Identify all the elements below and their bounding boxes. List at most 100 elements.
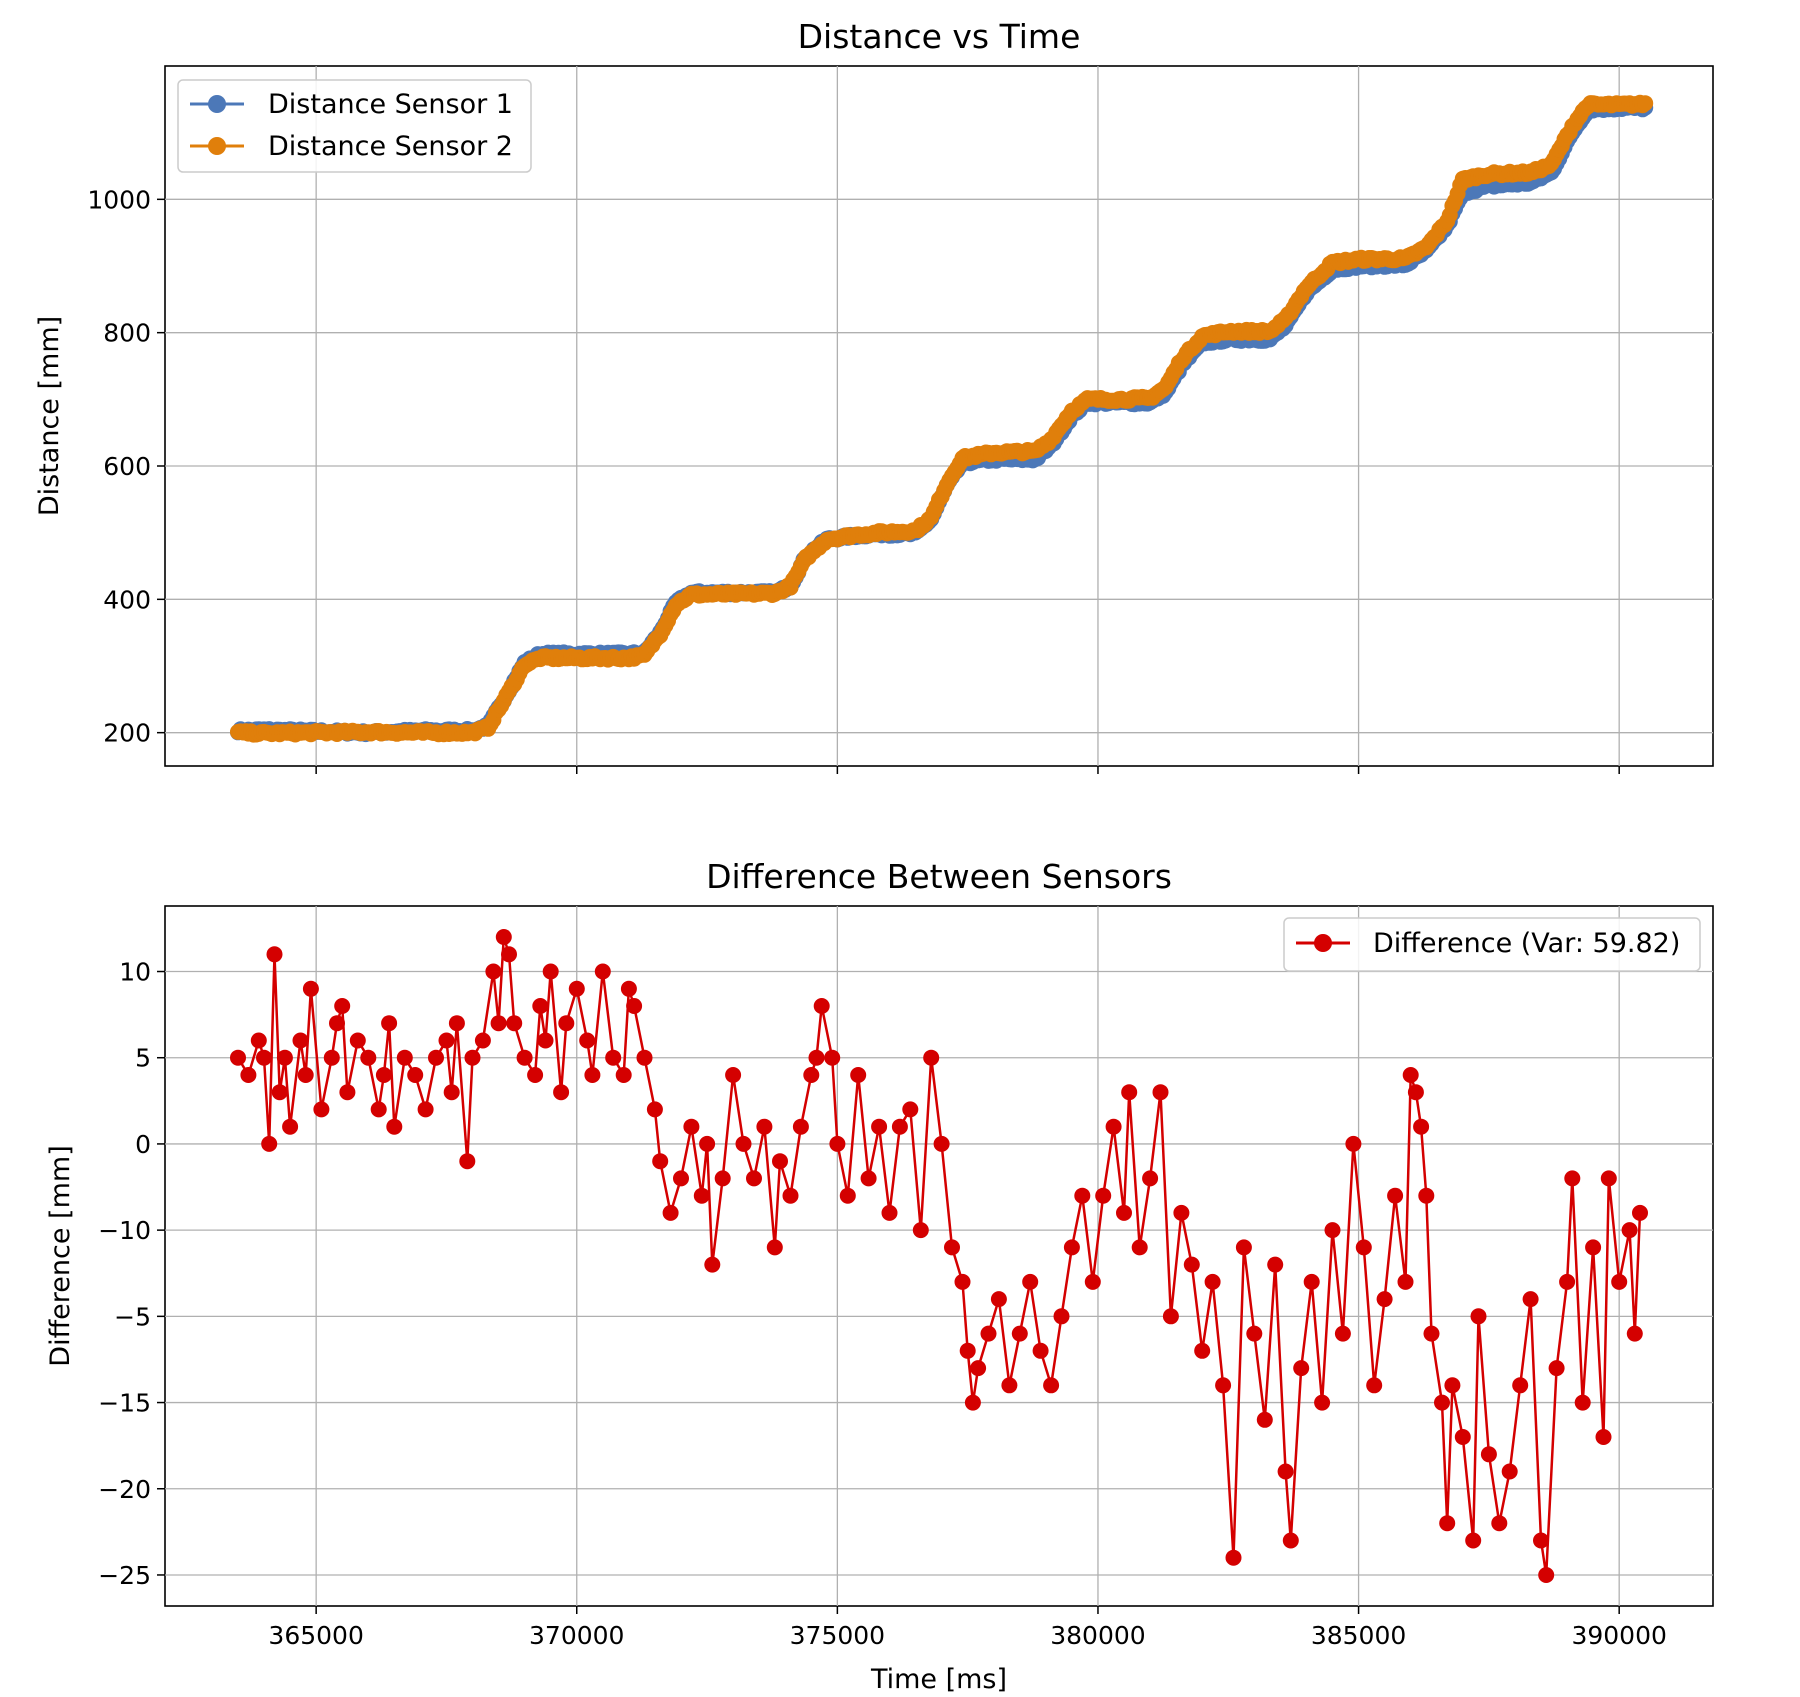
y-tick-label: 5 [135,1044,151,1073]
y-tick-label: −15 [98,1389,151,1418]
legend-box-distance [177,79,532,173]
data-point [381,1015,398,1032]
data-point [282,1118,299,1135]
data-point [1303,1273,1320,1290]
data-point [1215,1377,1232,1394]
data-point [990,1291,1007,1308]
legend-label-difference: Difference (Var: 59.82) [1373,928,1680,959]
data-point [808,1049,825,1066]
data-point [652,1153,669,1170]
x-axis-label: Time [ms] [870,1664,1007,1695]
data-point [782,1187,799,1204]
data-point [1142,1170,1159,1187]
data-point [323,1049,340,1066]
data-point [1465,1532,1482,1549]
data-point [302,980,319,997]
series-1 [230,929,1648,1583]
data-point [542,963,559,980]
data-point [1522,1291,1539,1308]
data-point [495,929,512,945]
data-point [594,963,611,980]
data-point [1355,1239,1372,1256]
data-point [568,980,585,997]
data-point [1621,1222,1638,1239]
data-point [1423,1325,1440,1342]
data-point [923,1049,940,1066]
x-tick-label: 365000 [268,1621,363,1650]
y-tick-label: 10 [119,958,151,987]
data-point [261,1135,278,1152]
plot-frame-difference [164,905,1714,1607]
data-point [1173,1204,1190,1221]
data-point [1501,1463,1518,1480]
data-point [1032,1342,1049,1359]
data-point [360,1049,377,1066]
data-point [1434,1394,1450,1411]
legend-marker-sensor-1 [208,95,226,113]
data-point [1256,1411,1273,1428]
data-point [1095,1187,1112,1204]
data-point [1334,1325,1351,1342]
data-point [933,1135,950,1152]
legend-label-sensor-1: Distance Sensor 1 [268,89,513,120]
data-point [636,1049,653,1066]
data-point [459,1153,476,1170]
data-point [464,1049,481,1066]
data-point [839,1187,856,1204]
data-point [772,1153,788,1170]
data-point [1314,1394,1331,1411]
data-point [334,998,351,1014]
data-point [1235,1239,1252,1256]
data-point [1626,1325,1643,1342]
data-point [271,1084,288,1101]
series-group-difference [230,929,1648,1583]
data-point [490,1015,507,1032]
data-point [1632,1204,1648,1221]
data-point [1564,1170,1581,1187]
data-point [584,1067,601,1083]
data-point [980,1325,997,1342]
data-point [1011,1325,1028,1342]
data-point [1293,1360,1310,1377]
data-point [1001,1377,1018,1394]
data-point [1194,1342,1211,1359]
data-point [1439,1515,1456,1532]
data-point [516,1049,533,1066]
data-point [693,1187,710,1204]
data-point [792,1118,809,1135]
data-point [746,1170,762,1187]
data-point [349,1032,366,1049]
chart-title-difference: Difference Between Sensors [706,857,1172,896]
data-point [673,1170,689,1187]
x-tick-label: 375000 [790,1621,885,1650]
data-point [683,1118,700,1135]
panel-distance: 200 400 600 800 1000 Distance vs Time Distan… [34,17,1714,774]
data-point [615,1067,632,1083]
data-point [448,1015,465,1032]
y-ticks-distance: 200 400 600 800 1000 [87,185,165,748]
data-point [1637,95,1654,112]
data-point [396,1049,413,1066]
data-point [766,1239,783,1256]
data-point [1084,1273,1101,1290]
data-point [558,1015,575,1032]
data-point [474,1032,491,1049]
data-point [527,1067,544,1083]
data-point [1183,1256,1200,1273]
data-point [1418,1187,1435,1204]
data-point [1282,1532,1299,1549]
data-point [1559,1273,1576,1290]
data-point [824,1049,841,1066]
data-point [714,1170,731,1187]
data-point [1444,1377,1461,1394]
data-point [850,1067,867,1083]
data-point [803,1067,820,1083]
data-point [1402,1067,1419,1083]
y-tick-label: −5 [114,1302,151,1331]
data-point [485,963,502,980]
data-point [501,946,517,963]
legend-marker-sensor-2 [208,137,226,155]
x-tick-label: 385000 [1311,1621,1406,1650]
data-point [860,1170,877,1187]
data-point [1063,1239,1080,1256]
